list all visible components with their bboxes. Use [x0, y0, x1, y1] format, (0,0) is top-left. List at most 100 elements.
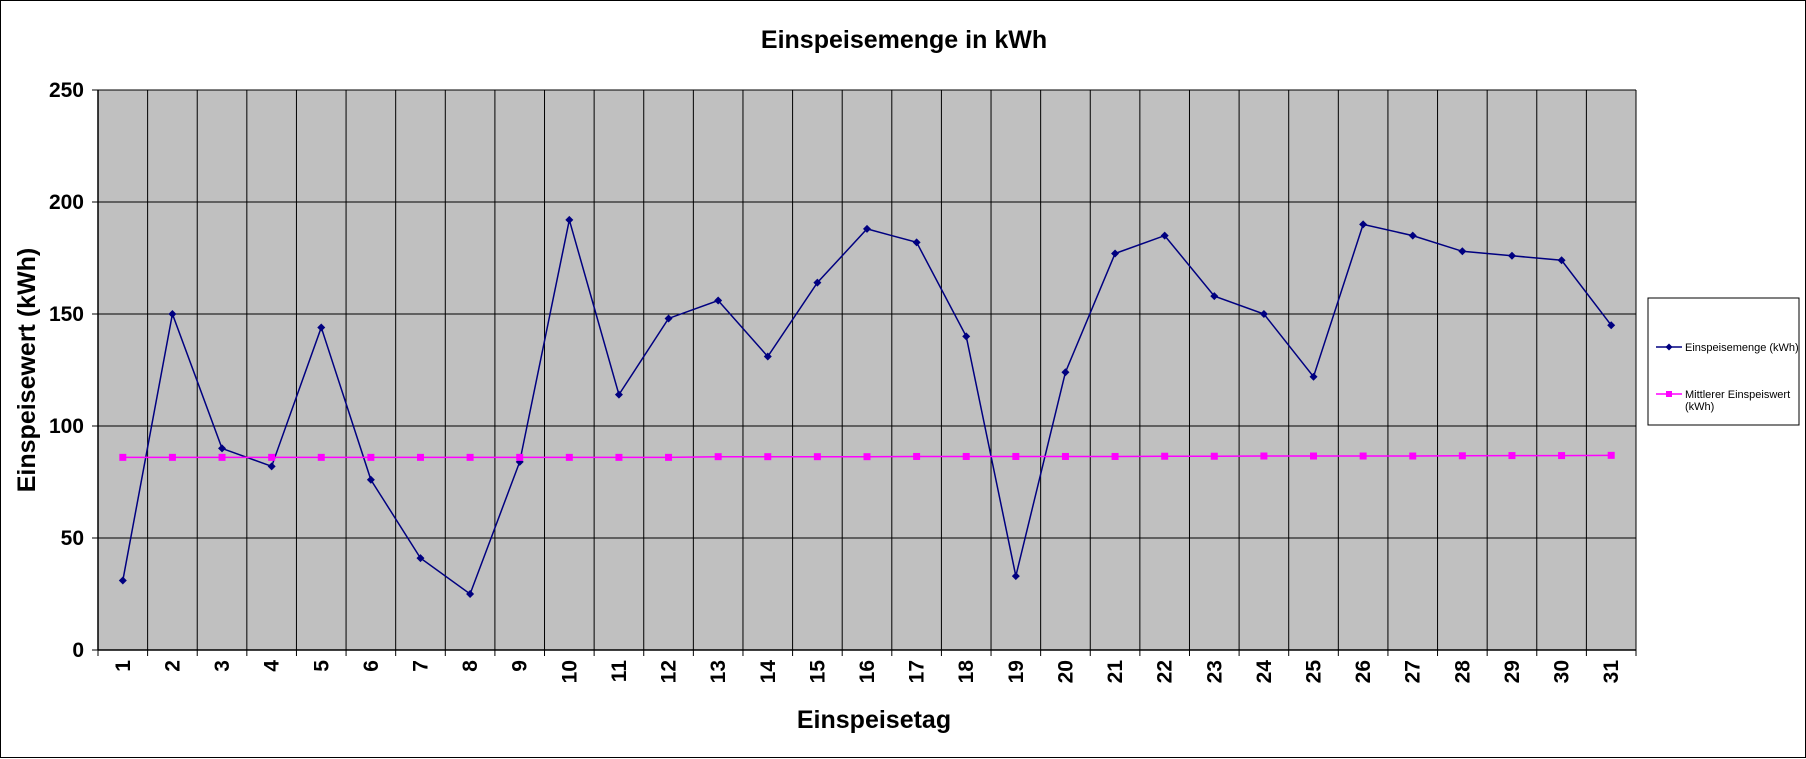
data-point: [1607, 451, 1615, 459]
data-point: [1259, 310, 1268, 318]
x-tick-label: 16: [856, 660, 879, 683]
x-tick-label: 11: [608, 660, 631, 683]
legend-marker: [1666, 391, 1672, 397]
x-tick-label: 14: [757, 660, 780, 684]
data-point: [863, 224, 871, 233]
data-point: [615, 453, 623, 461]
data-point: [962, 332, 971, 341]
data-point: [1557, 256, 1566, 265]
x-tick-label: 6: [360, 660, 383, 672]
y-tick-label: 200: [49, 191, 84, 214]
data-point: [1359, 452, 1367, 460]
x-tick-label: 26: [1352, 660, 1375, 683]
data-point: [1408, 231, 1417, 240]
x-tick-label: 15: [806, 660, 829, 684]
data-point: [119, 453, 127, 461]
data-point: [1310, 452, 1318, 460]
x-tick-label: 22: [1154, 660, 1177, 683]
data-point: [714, 296, 723, 305]
data-point: [1061, 368, 1070, 377]
x-tick-label: 17: [906, 660, 929, 683]
data-point: [1111, 452, 1119, 460]
legend: Einspeisemenge (kWh) Mittlerer Einspeiswe…: [1647, 297, 1800, 426]
data-point: [466, 453, 474, 461]
data-point: [1507, 251, 1516, 260]
y-tick-label: 0: [72, 639, 84, 662]
data-point: [1111, 249, 1120, 258]
data-point: [218, 444, 227, 453]
x-tick-label: 18: [955, 660, 978, 684]
x-tick-label: 2: [161, 660, 184, 672]
x-tick-label: 13: [707, 660, 730, 683]
x-tick-label: 19: [1005, 660, 1028, 683]
data-point: [763, 352, 772, 361]
data-point: [1160, 231, 1169, 240]
data-point: [317, 453, 325, 461]
plot-area: [98, 90, 1636, 650]
x-tick-label: 12: [658, 660, 681, 683]
x-tick-label: 1: [112, 660, 135, 672]
x-axis-title: Einspeisetag: [797, 706, 951, 734]
data-point: [1458, 452, 1466, 460]
data-point: [1011, 572, 1020, 581]
data-point: [614, 390, 623, 399]
series-layer: [118, 215, 1616, 598]
x-tick-label: 23: [1203, 660, 1226, 683]
data-point: [317, 323, 326, 332]
data-point: [813, 453, 821, 461]
series-2: [119, 451, 1615, 461]
x-tick-label: 8: [459, 660, 482, 672]
data-point: [1558, 452, 1566, 460]
data-point: [218, 453, 226, 461]
data-point: [1210, 452, 1218, 460]
x-tick-label: 4: [261, 660, 284, 672]
chart-title: Einspeisemenge in kWh: [761, 26, 1047, 54]
data-point: [416, 453, 424, 461]
x-tick-label: 29: [1501, 660, 1524, 683]
data-point: [1260, 452, 1268, 460]
x-tick-labels: 1 2 3 4 5 6 7 8 9 10 11 12 13 14 15 16 17 18 19 20 21 22 23 24 2…: [112, 660, 1623, 684]
data-point: [268, 453, 276, 461]
y-tick-label: 250: [49, 79, 84, 102]
data-point: [912, 238, 921, 247]
data-point: [665, 453, 673, 461]
legend-marker: [1665, 343, 1673, 351]
x-tick-label: 5: [310, 660, 333, 672]
x-tick-label: 20: [1054, 660, 1077, 683]
axes: [92, 89, 1637, 656]
data-point: [813, 278, 822, 287]
data-point: [1409, 452, 1417, 460]
x-tick-label: 9: [509, 660, 532, 672]
x-tick-label: 25: [1303, 660, 1326, 684]
grid: [97, 89, 1637, 651]
y-tick-label: 150: [49, 303, 84, 326]
x-tick-label: 24: [1253, 660, 1276, 684]
legend-label-line: Einspeisemenge (kWh): [1685, 342, 1799, 354]
data-point: [168, 453, 176, 461]
data-point: [366, 475, 375, 484]
y-tick-labels: 0 50 100 150 200 250: [49, 79, 84, 662]
data-point: [714, 453, 722, 461]
data-point: [1061, 452, 1069, 460]
data-point: [664, 314, 673, 323]
data-point: [118, 576, 127, 585]
data-point: [1458, 247, 1467, 256]
series-1: [118, 215, 1616, 598]
data-point: [516, 453, 524, 461]
legend-label: Mittlerer Einspeiswert (kWh): [1685, 389, 1790, 413]
data-point: [962, 452, 970, 460]
data-point: [168, 310, 177, 318]
data-point: [367, 453, 375, 461]
x-tick-label: 30: [1551, 660, 1574, 683]
x-tick-label: 21: [1104, 660, 1127, 684]
legend-label: Einspeisemenge (kWh): [1685, 342, 1799, 354]
data-point: [1012, 452, 1020, 460]
x-tick-label: 27: [1402, 660, 1425, 683]
data-point: [863, 453, 871, 461]
legend-label-line: (kWh): [1685, 401, 1714, 413]
data-point: [565, 453, 573, 461]
legend-label-line: Mittlerer Einspeiswert: [1685, 389, 1790, 401]
y-axis-title: Einspeisewert (kWh): [13, 248, 41, 493]
